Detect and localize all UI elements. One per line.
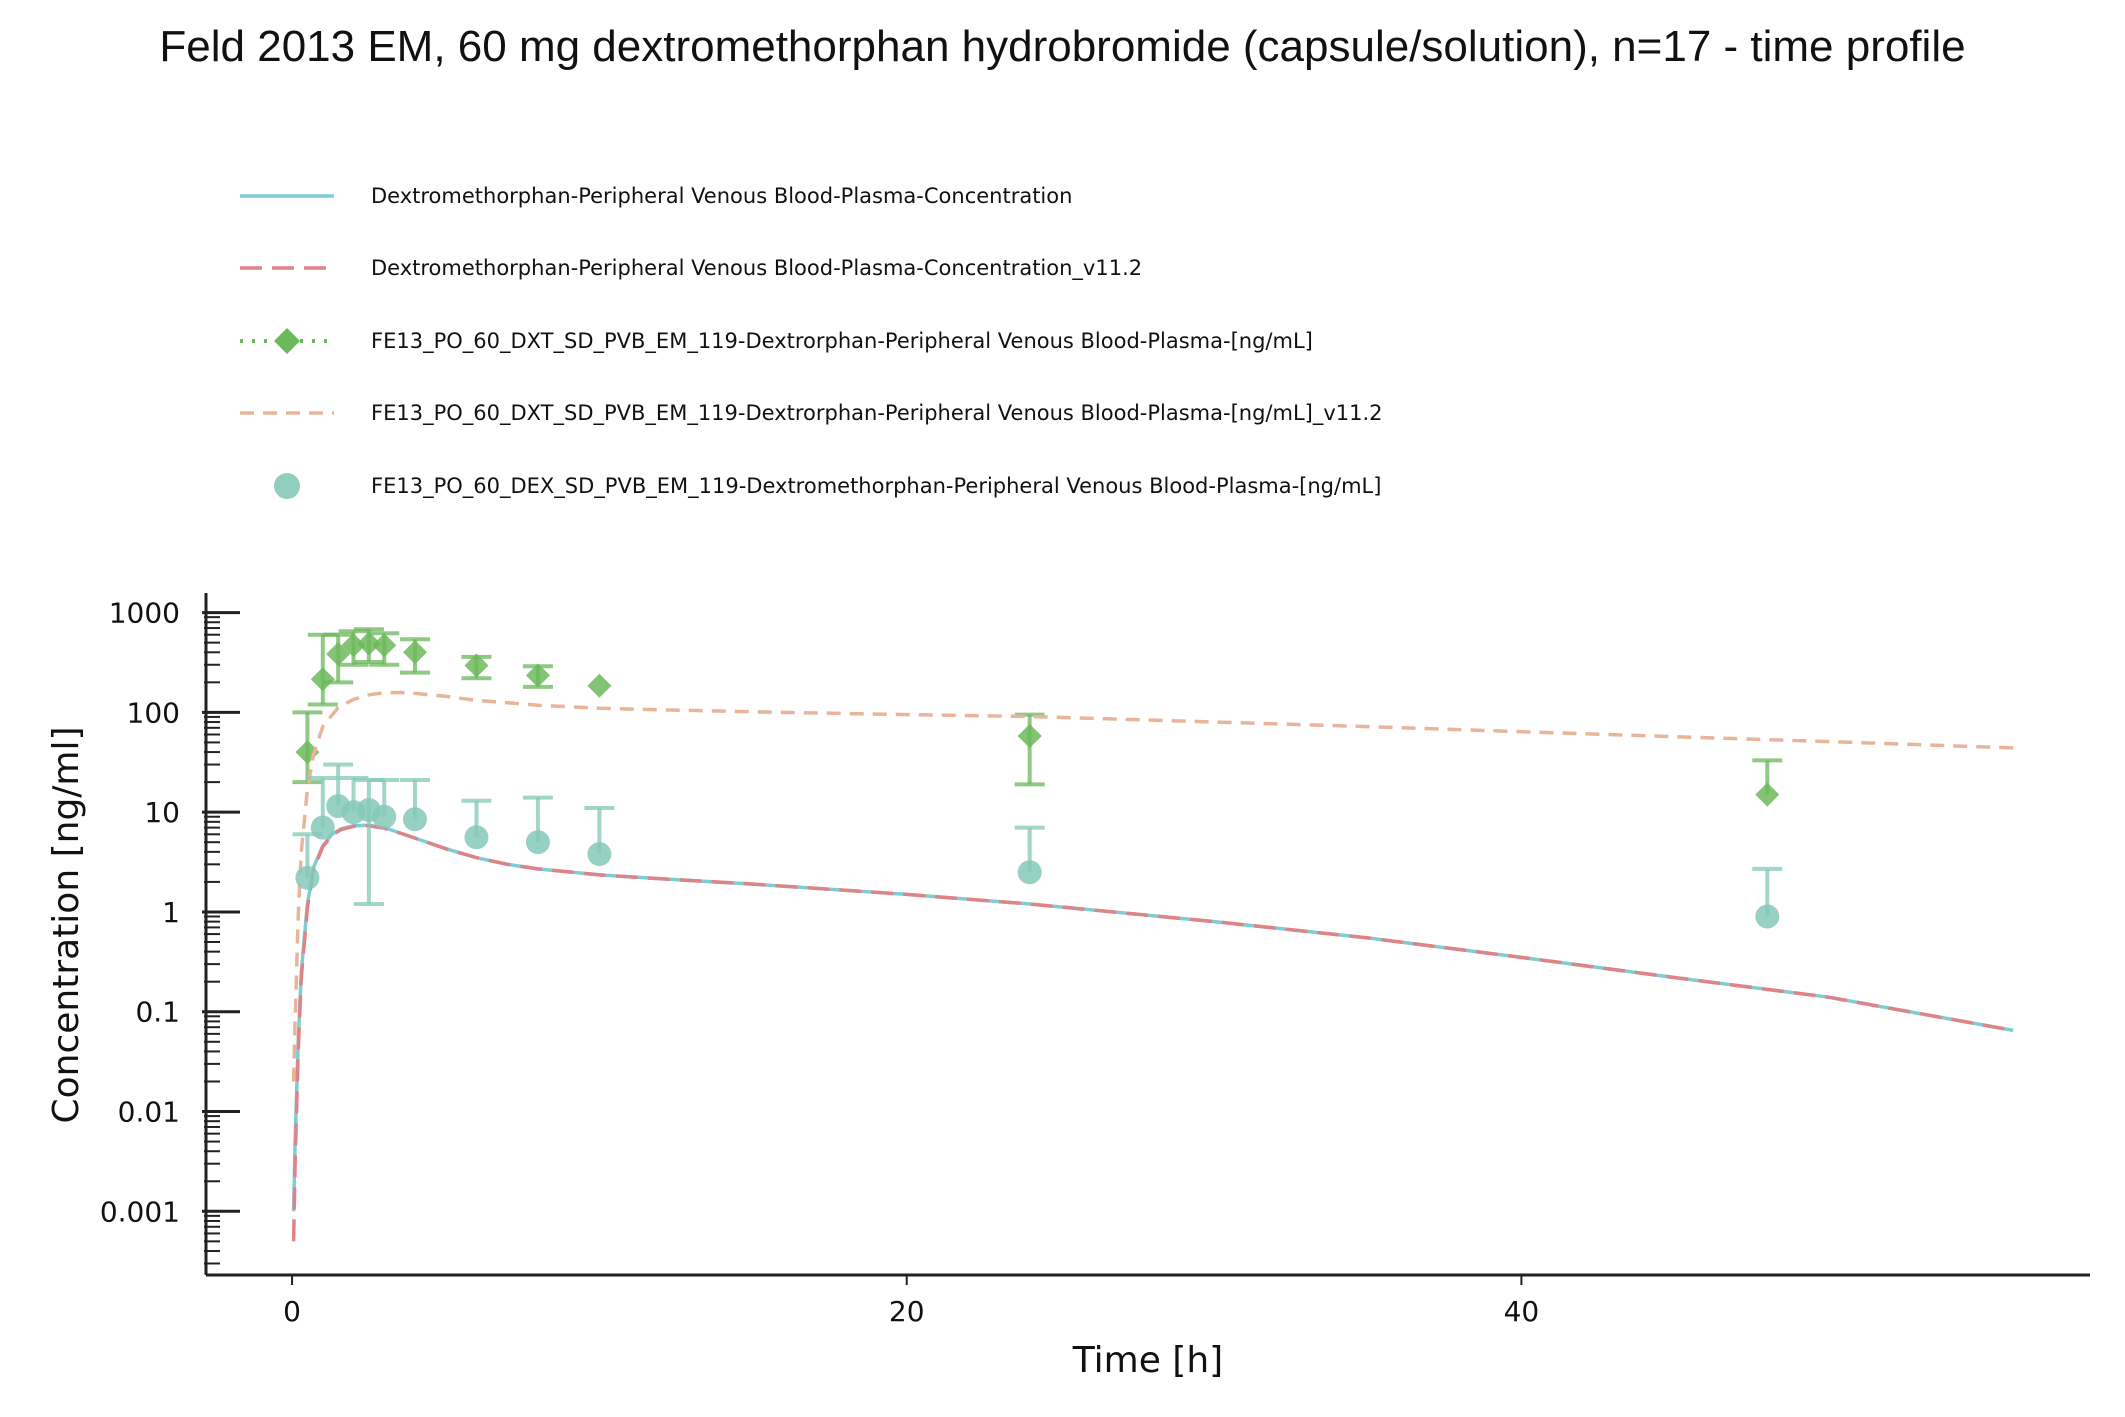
x-axis-label: Time [h]	[1072, 1340, 1223, 1381]
series-line-0	[291, 823, 2014, 1212]
y-tick-label: 0.01	[118, 1096, 180, 1129]
data-point	[1755, 904, 1780, 929]
data-point	[1755, 782, 1780, 807]
series-points-2	[292, 627, 1783, 807]
legend-swatch	[274, 328, 300, 354]
y-tick-label: 1	[162, 896, 180, 929]
data-point	[372, 804, 397, 829]
legend-label: Dextromethorphan-Peripheral Venous Blood…	[371, 184, 1072, 208]
legend-label: Dextromethorphan-Peripheral Venous Blood…	[371, 256, 1142, 281]
legend-item-0: Dextromethorphan-Peripheral Venous Blood…	[240, 184, 1072, 208]
data-point	[1017, 860, 1042, 885]
legend-item-4: FE13_PO_60_DEX_SD_PVB_EM_119-Dextrometho…	[274, 473, 1381, 499]
data-point	[464, 825, 489, 850]
series-line-1	[291, 824, 2014, 1242]
data-point	[525, 830, 550, 855]
data-point	[341, 633, 366, 658]
data-point	[295, 865, 320, 890]
data-point	[464, 653, 489, 678]
data-point	[326, 641, 351, 666]
data-point	[402, 640, 427, 665]
legend-label: FE13_PO_60_DXT_SD_PVB_EM_119-Dextrorphan…	[371, 401, 1383, 426]
data-point	[587, 842, 612, 867]
chart-title: Feld 2013 EM, 60 mg dextromethorphan hyd…	[159, 22, 1966, 71]
legend-swatch	[274, 473, 300, 499]
plot-area	[291, 627, 2014, 1242]
data-point	[1017, 723, 1042, 748]
data-point	[402, 807, 427, 832]
y-tick-label: 10	[144, 796, 180, 829]
x-tick-label: 40	[1504, 1295, 1540, 1328]
legend-item-2: FE13_PO_60_DXT_SD_PVB_EM_119-Dextrorphan…	[240, 328, 1313, 354]
legend-item-3: FE13_PO_60_DXT_SD_PVB_EM_119-Dextrorphan…	[240, 401, 1383, 426]
data-point	[525, 663, 550, 688]
legend: Dextromethorphan-Peripheral Venous Blood…	[240, 184, 1383, 499]
series-line-3	[291, 690, 2014, 1082]
x-tick-label: 0	[283, 1295, 301, 1328]
y-tick-label: 100	[127, 696, 180, 729]
legend-item-1: Dextromethorphan-Peripheral Venous Blood…	[240, 256, 1142, 281]
data-point	[372, 633, 397, 658]
x-tick-label: 20	[889, 1295, 925, 1328]
y-tick-label: 1000	[109, 597, 180, 630]
data-point	[310, 815, 335, 840]
y-axis-label: Concentration [ng/ml]	[46, 726, 87, 1123]
data-point	[587, 673, 612, 698]
legend-label: FE13_PO_60_DXT_SD_PVB_EM_119-Dextrorphan…	[371, 329, 1313, 354]
axes: 0 20 40 0.001 0.01 0.1 1 10 100 1000	[100, 593, 2090, 1328]
series-points-4	[292, 762, 1783, 929]
y-tick-label: 0.001	[100, 1195, 180, 1228]
data-point	[356, 631, 381, 656]
y-tick-label: 0.1	[135, 996, 180, 1029]
data-point	[310, 667, 335, 692]
legend-label: FE13_PO_60_DEX_SD_PVB_EM_119-Dextrometho…	[371, 474, 1381, 499]
